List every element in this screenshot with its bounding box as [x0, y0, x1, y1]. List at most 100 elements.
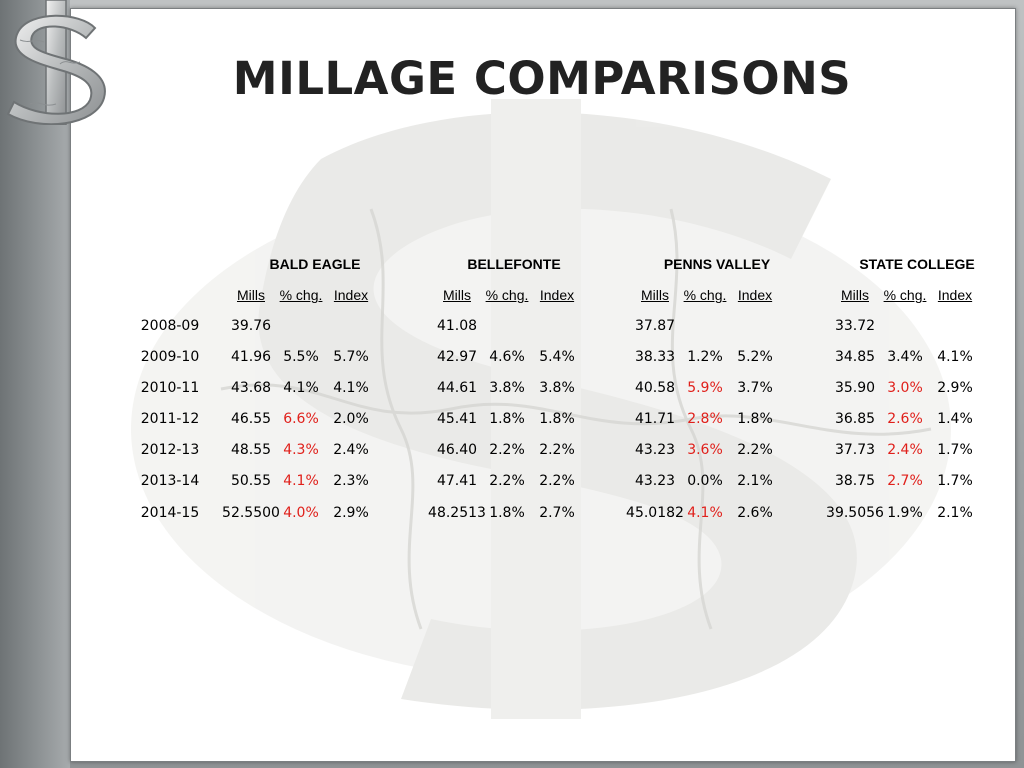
pct-change-cell: 4.1%: [283, 380, 319, 396]
index-cell: 5.2%: [737, 349, 773, 365]
mills-cell: 42.97: [436, 349, 478, 365]
mills-cell: 43.68: [230, 380, 272, 396]
mills-cell: 45.0182: [626, 505, 684, 521]
district-header: STATE COLLEGE: [859, 256, 975, 272]
pct-change-cell: 2.6%: [887, 411, 923, 427]
mills-cell: 38.75: [834, 473, 876, 489]
mills-cell: 33.72: [834, 318, 876, 334]
column-header: % chg.: [485, 287, 529, 303]
row-year: 2012-13: [140, 442, 200, 458]
pct-change-cell: 2.2%: [489, 442, 525, 458]
index-cell: 3.8%: [539, 380, 575, 396]
pct-change-cell: 3.4%: [887, 349, 923, 365]
mills-cell: 39.5056: [826, 505, 884, 521]
mills-cell: 52.5500: [222, 505, 280, 521]
column-header: Mills: [841, 287, 869, 303]
page-title: MILLAGE COMPARISONS: [232, 52, 852, 105]
row-year: 2013-14: [140, 473, 200, 489]
index-cell: 2.1%: [737, 473, 773, 489]
index-cell: 2.6%: [737, 505, 773, 521]
mills-cell: 46.40: [436, 442, 478, 458]
pct-change-cell: 5.9%: [687, 380, 723, 396]
index-cell: 5.7%: [333, 349, 369, 365]
mills-cell: 38.33: [634, 349, 676, 365]
mills-cell: 40.58: [634, 380, 676, 396]
index-cell: 1.7%: [937, 473, 973, 489]
index-cell: 2.2%: [539, 473, 575, 489]
pct-change-cell: 1.2%: [687, 349, 723, 365]
index-cell: 5.4%: [539, 349, 575, 365]
index-cell: 1.8%: [539, 411, 575, 427]
pct-change-cell: 3.0%: [887, 380, 923, 396]
column-header: Mills: [443, 287, 471, 303]
pct-change-cell: 4.1%: [283, 473, 319, 489]
column-header: Index: [539, 287, 575, 303]
pct-change-cell: 2.4%: [887, 442, 923, 458]
column-header: % chg.: [279, 287, 323, 303]
mills-cell: 39.76: [230, 318, 272, 334]
mills-cell: 37.73: [834, 442, 876, 458]
mills-cell: 35.90: [834, 380, 876, 396]
pct-change-cell: 5.5%: [283, 349, 319, 365]
column-header: Index: [937, 287, 973, 303]
index-cell: 4.1%: [333, 380, 369, 396]
index-cell: 2.4%: [333, 442, 369, 458]
row-year: 2008-09: [140, 318, 200, 334]
mills-cell: 41.08: [436, 318, 478, 334]
mills-cell: 44.61: [436, 380, 478, 396]
pct-change-cell: 1.9%: [887, 505, 923, 521]
row-year: 2009-10: [140, 349, 200, 365]
mills-cell: 34.85: [834, 349, 876, 365]
mills-cell: 46.55: [230, 411, 272, 427]
pct-change-cell: 0.0%: [687, 473, 723, 489]
index-cell: 1.7%: [937, 442, 973, 458]
index-cell: 4.1%: [937, 349, 973, 365]
pct-change-cell: 1.8%: [489, 411, 525, 427]
mills-cell: 43.23: [634, 442, 676, 458]
column-header: Mills: [641, 287, 669, 303]
index-cell: 2.3%: [333, 473, 369, 489]
left-rail: [0, 0, 70, 768]
column-header: Mills: [237, 287, 265, 303]
mills-cell: 47.41: [436, 473, 478, 489]
row-year: 2011-12: [140, 411, 200, 427]
mills-cell: 45.41: [436, 411, 478, 427]
pct-change-cell: 2.7%: [887, 473, 923, 489]
district-header: BELLEFONTE: [467, 256, 561, 272]
mills-cell: 48.55: [230, 442, 272, 458]
index-cell: 2.7%: [539, 505, 575, 521]
mills-cell: 43.23: [634, 473, 676, 489]
dollar-sign-puzzle-icon: [6, 0, 106, 125]
index-cell: 3.7%: [737, 380, 773, 396]
index-cell: 2.2%: [539, 442, 575, 458]
row-year: 2010-11: [140, 380, 200, 396]
pct-change-cell: 3.8%: [489, 380, 525, 396]
pct-change-cell: 2.2%: [489, 473, 525, 489]
index-cell: 2.9%: [333, 505, 369, 521]
pct-change-cell: 6.6%: [283, 411, 319, 427]
column-header: Index: [737, 287, 773, 303]
pct-change-cell: 4.0%: [283, 505, 319, 521]
slide-canvas: [70, 8, 1016, 762]
index-cell: 1.4%: [937, 411, 973, 427]
watermark-dollar-puzzle-icon: [131, 99, 951, 719]
pct-change-cell: 3.6%: [687, 442, 723, 458]
column-header: % chg.: [683, 287, 727, 303]
mills-cell: 48.2513: [428, 505, 486, 521]
mills-cell: 41.96: [230, 349, 272, 365]
pct-change-cell: 4.6%: [489, 349, 525, 365]
pct-change-cell: 4.1%: [687, 505, 723, 521]
mills-cell: 41.71: [634, 411, 676, 427]
column-header: % chg.: [883, 287, 927, 303]
index-cell: 2.2%: [737, 442, 773, 458]
index-cell: 2.1%: [937, 505, 973, 521]
column-header: Index: [333, 287, 369, 303]
pct-change-cell: 1.8%: [489, 505, 525, 521]
row-year: 2014-15: [140, 505, 200, 521]
district-header: BALD EAGLE: [269, 256, 361, 272]
pct-change-cell: 4.3%: [283, 442, 319, 458]
mills-cell: 37.87: [634, 318, 676, 334]
district-header: PENNS VALLEY: [663, 256, 771, 272]
index-cell: 2.9%: [937, 380, 973, 396]
mills-cell: 36.85: [834, 411, 876, 427]
